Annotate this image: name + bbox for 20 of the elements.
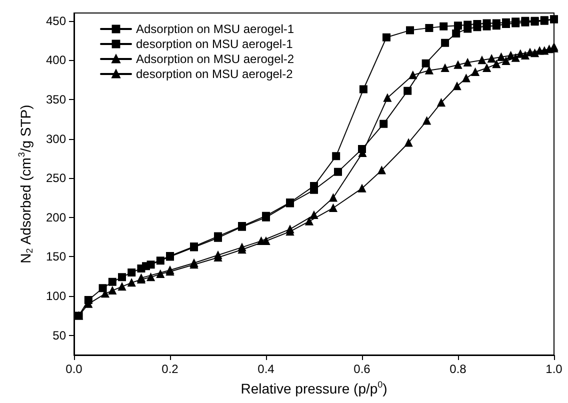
x-tick-label: 1.0 <box>546 362 563 376</box>
y-tick-label: 150 <box>46 250 66 264</box>
legend-label: Adsorption on MSU aerogel-1 <box>136 22 294 36</box>
x-tick-label: 0.4 <box>258 362 275 376</box>
legend-label: Adsorption on MSU aerogel-2 <box>136 52 294 66</box>
x-tick-label: 0.8 <box>450 362 467 376</box>
x-tick-label: 0.0 <box>66 362 83 376</box>
y-tick-label: 400 <box>46 53 66 68</box>
y-tick-label: 450 <box>46 14 66 28</box>
legend-label: desorption on MSU aerogel-1 <box>136 37 294 51</box>
y-tick-label: 350 <box>46 92 66 106</box>
y-tick-label: 200 <box>46 210 66 224</box>
legend-label: desorption on MSU aerogel-2 <box>136 67 294 81</box>
y-tick-label: 300 <box>46 132 66 146</box>
y-axis-title: N2 Adsorbed (cm3/g STP) <box>16 104 34 264</box>
x-tick-label: 0.6 <box>354 362 371 376</box>
y-tick-label: 250 <box>46 171 66 186</box>
y-tick-label: 100 <box>46 289 66 304</box>
y-tick-label: 50 <box>52 328 66 342</box>
x-tick-label: 0.2 <box>162 362 179 376</box>
